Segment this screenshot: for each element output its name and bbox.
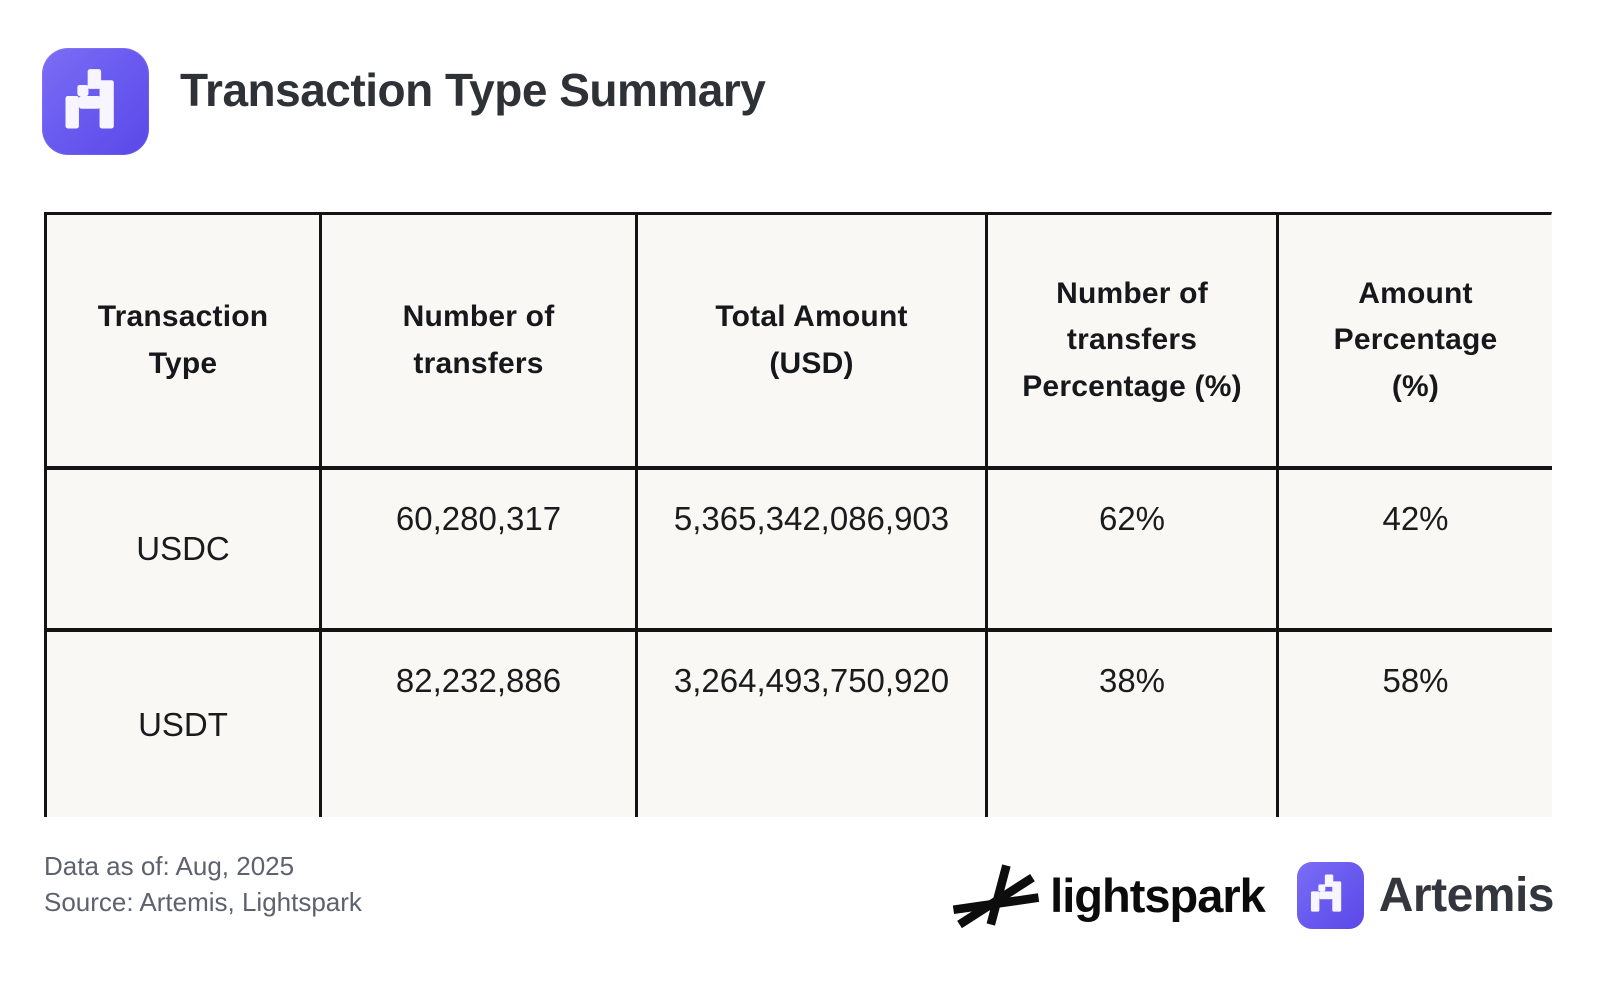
table-row-usdt-transfers-pct: 38%	[985, 632, 1276, 817]
table-row-usdc-amount-pct: 42%	[1276, 470, 1552, 632]
table-row-usdt-amount-pct: 58%	[1276, 632, 1552, 817]
table-row-usdt-total-usd: 3,264,493,750,920	[635, 632, 985, 817]
lightspark-spark-icon	[952, 864, 1040, 928]
lightspark-wordmark: lightspark	[1050, 868, 1266, 922]
table-row-usdt-type: USDT	[44, 632, 319, 817]
col-header-number-of-transfers-pct: Number of transfers Percentage (%)	[985, 215, 1276, 470]
table-row-usdt-transfers: 82,232,886	[319, 632, 635, 817]
col-header-total-amount-usd: Total Amount (USD)	[635, 215, 985, 470]
artemis-pixel-a-icon	[65, 69, 114, 129]
artemis-wordmark: Artemis	[1378, 868, 1555, 922]
lightspark-logo: lightspark	[952, 862, 1266, 928]
artemis-mark-icon	[1296, 861, 1364, 929]
table-row-usdc-type: USDC	[44, 470, 319, 632]
table-row-usdc-transfers: 60,280,317	[319, 470, 635, 632]
table-row-usdc-total-usd: 5,365,342,086,903	[635, 470, 985, 632]
footer-note: Data as of: Aug, 2025 Source: Artemis, L…	[44, 848, 362, 920]
artemis-logo-icon	[42, 48, 149, 155]
footer-logos: lightspark Artemis	[952, 852, 1555, 938]
artemis-pixel-a-icon	[1311, 874, 1342, 912]
transaction-type-summary-table: Transaction Type Number of transfers Tot…	[44, 212, 1552, 817]
col-header-transaction-type: Transaction Type	[44, 215, 319, 470]
table-row-usdc-transfers-pct: 62%	[985, 470, 1276, 632]
page-title: Transaction Type Summary	[180, 64, 766, 116]
artemis-footer-logo: Artemis	[1296, 861, 1555, 929]
col-header-number-of-transfers: Number of transfers	[319, 215, 635, 470]
source-text: Source: Artemis, Lightspark	[44, 887, 362, 917]
col-header-amount-percentage: Amount Percentage (%)	[1276, 215, 1552, 470]
data-as-of-text: Data as of: Aug, 2025	[44, 851, 295, 881]
